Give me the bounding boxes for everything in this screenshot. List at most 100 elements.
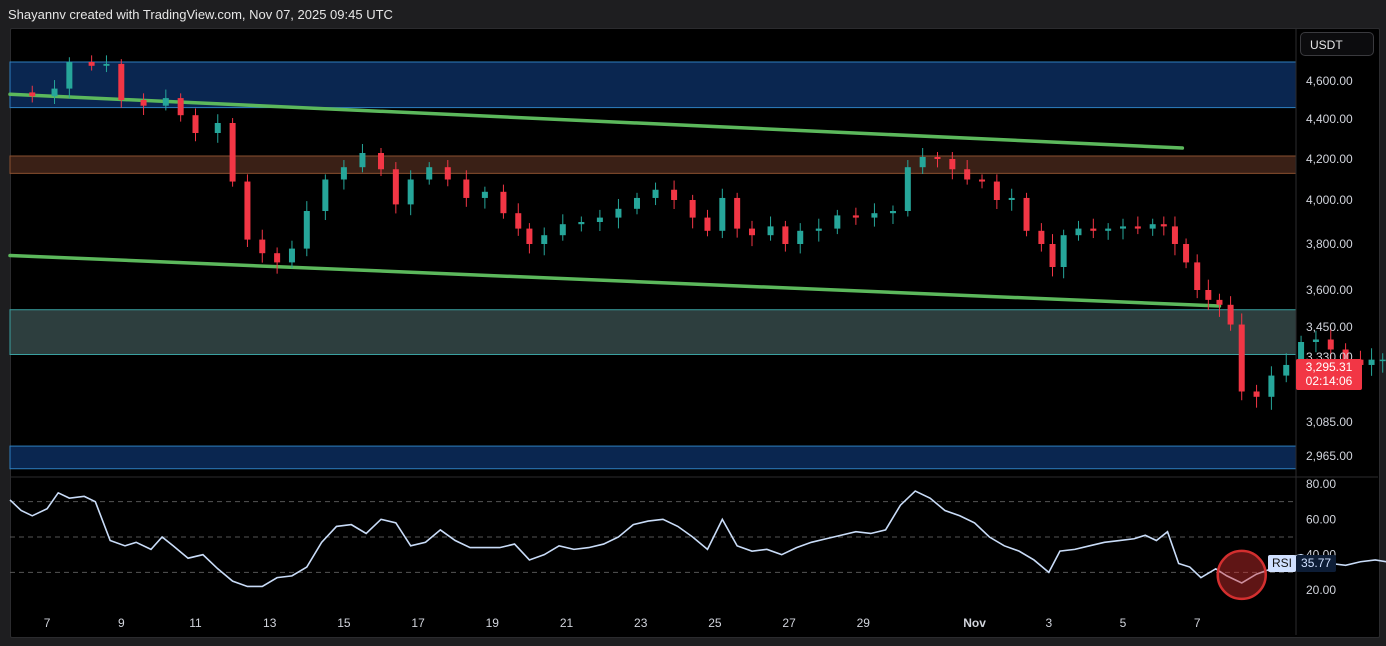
candlesticks bbox=[29, 55, 1386, 410]
candle-body bbox=[1060, 235, 1067, 267]
candle bbox=[834, 209, 841, 235]
candle-body bbox=[322, 179, 329, 211]
candle-body bbox=[378, 153, 384, 170]
candle-body bbox=[979, 179, 986, 182]
candle bbox=[303, 201, 310, 257]
candle-body bbox=[815, 228, 822, 231]
price-tick-label: 3,450.00 bbox=[1306, 320, 1353, 334]
candle-body bbox=[1238, 324, 1245, 392]
price-tick-label: 3,085.00 bbox=[1306, 415, 1353, 429]
candle-body bbox=[889, 211, 896, 214]
candle bbox=[671, 180, 678, 210]
price-tick-label: 3,600.00 bbox=[1306, 283, 1353, 297]
candle-body bbox=[964, 169, 971, 180]
candle bbox=[1049, 234, 1056, 277]
rsi-tick-label: 20.00 bbox=[1306, 583, 1336, 597]
candle-body bbox=[244, 181, 251, 240]
trendline-upper-channel bbox=[8, 92, 1185, 150]
candle-body bbox=[1216, 299, 1223, 305]
candle-body bbox=[192, 115, 199, 133]
candle bbox=[500, 184, 507, 219]
candle-body bbox=[1049, 244, 1056, 267]
candle bbox=[407, 170, 414, 216]
candle bbox=[852, 207, 859, 225]
candle-body bbox=[1253, 391, 1260, 397]
candle-body bbox=[66, 62, 73, 89]
candle-body bbox=[481, 191, 488, 198]
candle bbox=[274, 247, 281, 274]
candle-body bbox=[871, 213, 878, 218]
candle bbox=[734, 192, 741, 238]
candle bbox=[1134, 216, 1141, 235]
candle-body bbox=[749, 228, 755, 236]
candle bbox=[177, 93, 184, 122]
candle bbox=[934, 152, 941, 168]
time-tick-label: 7 bbox=[1194, 616, 1201, 630]
candle-body bbox=[1183, 244, 1190, 263]
candle-body bbox=[500, 191, 507, 214]
candle bbox=[615, 198, 622, 229]
candle-countdown: 02:14:06 bbox=[1305, 374, 1353, 388]
rsi-oversold-highlight bbox=[1216, 549, 1267, 601]
time-tick-label: 19 bbox=[486, 616, 500, 630]
candle bbox=[1379, 353, 1386, 373]
candle bbox=[797, 223, 804, 254]
candle-body bbox=[1379, 359, 1386, 362]
candle bbox=[749, 220, 755, 247]
candle-body bbox=[162, 98, 169, 106]
candle-body bbox=[1312, 339, 1319, 342]
candle bbox=[993, 174, 1000, 210]
time-tick-label: 15 bbox=[337, 616, 351, 630]
trendline-lower-channel bbox=[8, 253, 1222, 308]
candle bbox=[103, 55, 110, 73]
candle bbox=[229, 118, 236, 187]
price-tick-label: 4,400.00 bbox=[1306, 112, 1353, 126]
time-tick-label: Nov bbox=[963, 616, 986, 630]
time-axis: 7 9 11 13 15 17 19 21 23 25 27 29 Nov 3 5 7 bbox=[44, 616, 1201, 630]
candle bbox=[704, 209, 711, 237]
last-price-tag: 3,295.31 02:14:06 bbox=[1296, 359, 1362, 390]
candle-body bbox=[1171, 226, 1178, 244]
candle-body bbox=[515, 213, 522, 229]
candle bbox=[559, 214, 566, 241]
candle-body bbox=[1008, 197, 1015, 200]
currency-selector[interactable]: USDT bbox=[1300, 32, 1374, 56]
candle-body bbox=[303, 211, 310, 249]
candle bbox=[140, 93, 147, 116]
candle-body bbox=[1038, 230, 1045, 244]
candle-body bbox=[559, 224, 566, 236]
candle-body bbox=[1075, 228, 1082, 236]
candle-body bbox=[463, 179, 470, 198]
candle-body bbox=[426, 167, 433, 180]
candle bbox=[29, 85, 36, 103]
candle bbox=[1216, 293, 1223, 317]
candle-body bbox=[359, 153, 366, 168]
candle-body bbox=[904, 167, 911, 211]
candle-body bbox=[767, 226, 774, 236]
candle bbox=[689, 194, 696, 229]
candle-body bbox=[934, 157, 941, 159]
zone-supply-orange bbox=[9, 155, 1297, 174]
time-tick-label: 9 bbox=[118, 616, 125, 630]
candle bbox=[378, 148, 384, 177]
candle bbox=[596, 209, 603, 232]
candle bbox=[426, 162, 433, 185]
candle-body bbox=[51, 88, 58, 97]
candle-body bbox=[852, 215, 859, 218]
candle bbox=[1171, 216, 1178, 256]
candle-body bbox=[229, 123, 236, 182]
candle-body bbox=[797, 230, 804, 244]
candle-body bbox=[407, 179, 414, 205]
candle bbox=[1205, 279, 1212, 310]
time-tick-label: 21 bbox=[560, 616, 574, 630]
candle-body bbox=[671, 189, 678, 200]
candle-body bbox=[1227, 304, 1234, 325]
channel-trendlines bbox=[8, 92, 1222, 308]
candle bbox=[578, 216, 585, 232]
candle bbox=[904, 160, 911, 217]
candle bbox=[1075, 220, 1082, 241]
header-attribution: Shayannv created with TradingView.com, N… bbox=[8, 7, 393, 22]
candle bbox=[964, 160, 971, 185]
candle bbox=[214, 114, 221, 143]
